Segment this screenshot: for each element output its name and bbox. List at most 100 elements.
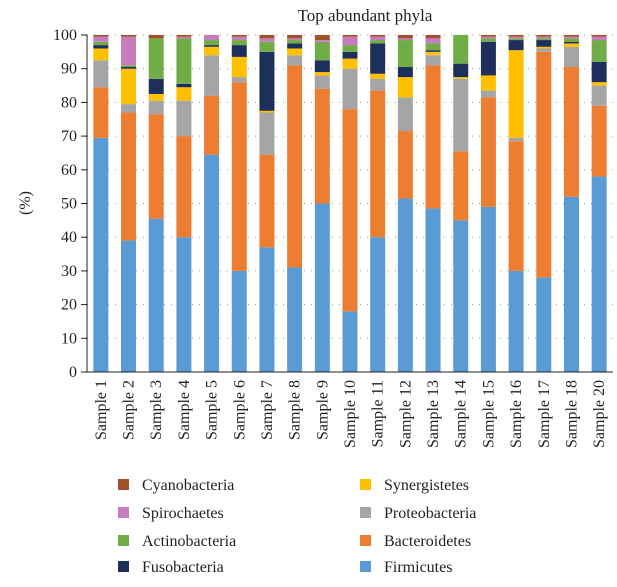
bar-segment-actinobacteria-sample-3 [148, 38, 164, 79]
y-tick-label: 80 [61, 94, 77, 111]
bar-segment-synergistetes-sample-20 [591, 82, 607, 86]
bar-segment-fusobacteria-sample-14 [453, 63, 469, 78]
bar-segment-proteobacteria-sample-17 [536, 48, 552, 52]
bar-segment-actinobacteria-sample-12 [397, 40, 413, 68]
x-tick-label: Sample 8 [287, 380, 304, 440]
legend-swatch-fusobacteria [118, 561, 129, 572]
legend-swatch-synergistetes [360, 479, 371, 490]
bar-segment-actinobacteria-sample-7 [259, 41, 275, 52]
bar-segment-cyanobacteria-sample-13 [425, 35, 441, 39]
bar-segment-spirochaetes-sample-18 [563, 36, 579, 39]
bar-segment-actinobacteria-sample-6 [231, 40, 247, 46]
chart-title: Top abundant phyla [298, 6, 433, 25]
bar-segment-synergistetes-sample-5 [204, 46, 220, 56]
legend-label-bacteroidetes: Bacteroidetes [384, 533, 471, 550]
bar-segment-synergistetes-sample-7 [259, 110, 275, 113]
x-tick-label: Sample 15 [480, 380, 497, 448]
bar-segment-actinobacteria-sample-13 [425, 43, 441, 51]
bar-segment-synergistetes-sample-11 [370, 73, 386, 79]
bar-segment-firmicutes-sample-4 [176, 237, 192, 372]
bar-segment-synergistetes-sample-16 [508, 50, 524, 138]
bar-segment-actinobacteria-sample-16 [508, 38, 524, 41]
bar-segment-synergistetes-sample-9 [314, 72, 330, 76]
bar-segment-actinobacteria-sample-2 [121, 65, 137, 68]
bar-segment-proteobacteria-sample-15 [480, 90, 496, 98]
bar-segment-synergistetes-sample-2 [121, 68, 137, 105]
bar-segment-proteobacteria-sample-5 [204, 55, 220, 96]
bar-segment-bacteroidetes-sample-3 [148, 114, 164, 219]
bar-segment-spirochaetes-sample-10 [342, 36, 358, 46]
y-tick-label: 50 [61, 196, 77, 213]
bar-segment-firmicutes-sample-17 [536, 277, 552, 372]
legend-swatch-cyanobacteria [118, 479, 129, 490]
bar-segment-actinobacteria-sample-1 [93, 41, 109, 46]
bar-segment-fusobacteria-sample-2 [121, 67, 137, 69]
bar-segment-firmicutes-sample-12 [397, 198, 413, 372]
y-tick-label: 30 [61, 263, 77, 280]
bar-segment-cyanobacteria-sample-16 [508, 35, 524, 37]
bar-segment-synergistetes-sample-3 [148, 93, 164, 101]
bar-segment-proteobacteria-sample-9 [314, 75, 330, 89]
bar-segment-synergistetes-sample-17 [536, 46, 552, 49]
legend-label-actinobacteria: Actinobacteria [142, 533, 236, 550]
y-tick-label: 90 [61, 61, 77, 78]
bar-segment-fusobacteria-sample-1 [93, 45, 109, 49]
bar-segment-firmicutes-sample-2 [121, 240, 137, 372]
x-tick-label: Sample 10 [342, 380, 359, 448]
y-tick-label: 0 [69, 364, 77, 381]
bar-segment-bacteroidetes-sample-17 [536, 51, 552, 278]
bar-segment-synergistetes-sample-18 [563, 43, 579, 47]
bar-segment-spirochaetes-sample-1 [93, 36, 109, 42]
legend-label-firmicutes: Firmicutes [384, 559, 452, 576]
bars [93, 35, 607, 372]
bar-segment-synergistetes-sample-4 [176, 87, 192, 101]
bar-segment-actinobacteria-sample-18 [563, 38, 579, 42]
bar-segment-spirochaetes-sample-12 [397, 38, 413, 41]
y-tick-label: 10 [61, 330, 77, 347]
bar-segment-firmicutes-sample-1 [93, 137, 109, 372]
bar-segment-firmicutes-sample-16 [508, 270, 524, 372]
bar-segment-bacteroidetes-sample-2 [121, 112, 137, 241]
bar-segment-synergistetes-sample-1 [93, 48, 109, 61]
bar-segment-cyanobacteria-sample-4 [176, 35, 192, 37]
bar-segment-firmicutes-sample-14 [453, 220, 469, 372]
bar-segment-bacteroidetes-sample-16 [508, 141, 524, 271]
x-tick-label: Sample 9 [314, 380, 331, 440]
bar-segment-proteobacteria-sample-11 [370, 78, 386, 91]
x-tick-label: Sample 11 [370, 380, 387, 447]
bar-segment-actinobacteria-sample-4 [176, 38, 192, 84]
bar-segment-firmicutes-sample-6 [231, 270, 247, 372]
bar-segment-cyanobacteria-sample-2 [121, 35, 137, 37]
bar-segment-synergistetes-sample-8 [287, 48, 303, 56]
bar-segment-fusobacteria-sample-3 [148, 78, 164, 94]
bar-segment-proteobacteria-sample-3 [148, 100, 164, 115]
legend-label-spirochaetes: Spirochaetes [142, 505, 224, 522]
bar-segment-spirochaetes-sample-16 [508, 36, 524, 39]
bar-segment-cyanobacteria-sample-11 [370, 35, 386, 37]
bar-segment-proteobacteria-sample-20 [591, 85, 607, 106]
bar-segment-proteobacteria-sample-18 [563, 46, 579, 68]
y-axis-label: (%) [17, 191, 34, 215]
bar-segment-spirochaetes-sample-7 [259, 38, 275, 42]
bar-segment-actinobacteria-sample-5 [204, 40, 220, 46]
bar-segment-spirochaetes-sample-9 [314, 40, 330, 42]
bar-segment-actinobacteria-sample-11 [370, 40, 386, 44]
bar-segment-fusobacteria-sample-4 [176, 83, 192, 88]
bar-segment-proteobacteria-sample-8 [287, 55, 303, 66]
bar-segment-actinobacteria-sample-8 [287, 40, 303, 44]
bar-segment-firmicutes-sample-7 [259, 247, 275, 372]
legend: Cyanobacteria Synergistetes Spirochaetes Pr… [118, 477, 476, 576]
bar-segment-bacteroidetes-sample-8 [287, 65, 303, 268]
legend-swatch-bacteroidetes [360, 535, 371, 546]
bar-segment-firmicutes-sample-10 [342, 311, 358, 372]
bar-segment-fusobacteria-sample-9 [314, 60, 330, 73]
x-tick-label: Sample 16 [508, 380, 525, 448]
y-tick-label: 70 [61, 128, 77, 145]
bar-segment-firmicutes-sample-5 [204, 154, 220, 372]
bar-segment-bacteroidetes-sample-6 [231, 82, 247, 271]
bar-segment-cyanobacteria-sample-18 [563, 35, 579, 37]
bar-segment-actinobacteria-sample-15 [480, 38, 496, 42]
bar-segment-firmicutes-sample-13 [425, 208, 441, 372]
bar-segment-cyanobacteria-sample-20 [591, 35, 607, 37]
